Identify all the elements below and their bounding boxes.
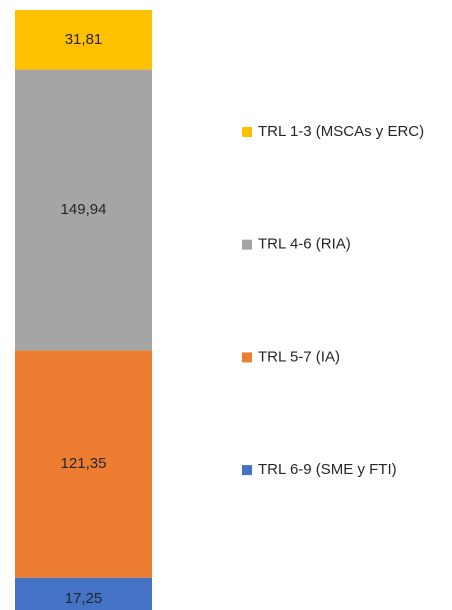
legend-swatch [242,239,252,250]
legend-label: TRL 6-9 (SME y FTI) [258,461,397,478]
data-label: 31,81 [65,31,103,48]
data-label: 149,94 [61,201,107,218]
legend-label: TRL 4-6 (RIA) [258,236,351,253]
legend-label: TRL 1-3 (MSCAs y ERC) [258,123,424,140]
bar-segment [15,69,152,351]
legend-label: TRL 5-7 (IA) [258,348,340,365]
data-label: 121,35 [61,455,107,472]
legend-swatch [242,352,252,363]
bar-segment [15,577,152,610]
legend-swatch [242,127,252,137]
data-label: 17,25 [65,590,103,607]
legend-swatch [242,465,252,476]
bar-segment [15,350,152,578]
bar-segment [15,10,152,70]
